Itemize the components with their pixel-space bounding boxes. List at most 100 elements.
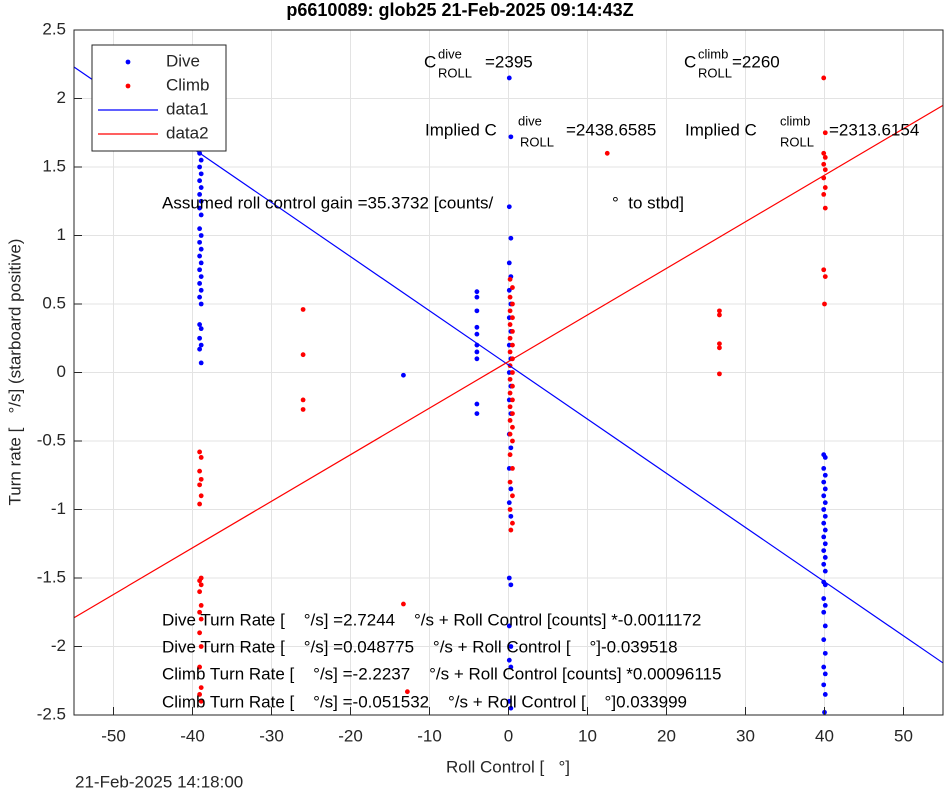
point <box>510 466 515 471</box>
point <box>822 301 827 307</box>
point <box>510 383 515 389</box>
point <box>401 372 406 378</box>
point <box>197 449 203 455</box>
point <box>506 657 512 663</box>
x-tick-label: -40 <box>180 726 205 745</box>
legend-marker <box>125 59 131 65</box>
point <box>510 438 515 444</box>
x-tick-label: 50 <box>894 726 913 745</box>
point <box>507 431 513 437</box>
chart-title: p6610089: glob25 21-Feb-2025 09:14:43Z <box>286 0 633 20</box>
x-tick-label: -20 <box>338 726 363 745</box>
point <box>507 276 513 282</box>
point <box>197 226 203 232</box>
point <box>822 513 828 519</box>
annotation-sub: ROLL <box>780 134 814 149</box>
point <box>822 650 828 656</box>
point <box>474 411 480 416</box>
y-tick-label: 1.5 <box>42 156 66 175</box>
x-tick-label: 10 <box>578 726 597 745</box>
point <box>822 623 828 629</box>
y-tick-label: -0.5 <box>37 430 66 449</box>
point <box>822 568 828 574</box>
point <box>506 698 512 704</box>
point <box>717 312 722 318</box>
point <box>822 692 828 697</box>
point <box>822 167 828 173</box>
point <box>474 331 480 337</box>
point <box>507 349 513 355</box>
point <box>197 164 203 170</box>
point <box>506 623 512 629</box>
point <box>198 326 204 332</box>
point <box>198 493 204 499</box>
point <box>822 603 828 608</box>
point <box>507 376 513 382</box>
point <box>821 479 827 485</box>
point <box>507 418 513 423</box>
point <box>507 507 513 512</box>
point <box>474 401 480 407</box>
point <box>507 335 513 341</box>
point <box>506 575 512 581</box>
point <box>506 500 512 506</box>
point <box>822 155 828 160</box>
y-tick-label: 0 <box>57 362 66 381</box>
x-tick-label: 40 <box>815 726 834 745</box>
point <box>197 253 203 259</box>
point <box>821 609 827 615</box>
point <box>822 130 828 136</box>
point <box>508 134 514 140</box>
point <box>510 285 515 290</box>
point <box>197 322 203 327</box>
point <box>821 466 827 471</box>
point <box>197 281 203 286</box>
point <box>474 324 480 330</box>
point <box>821 596 827 601</box>
point <box>198 342 204 348</box>
annotation-sub: ROLL <box>520 134 554 149</box>
point <box>198 260 204 266</box>
point <box>717 371 722 377</box>
point <box>197 468 203 474</box>
annotation-after: =2395 <box>485 52 533 71</box>
point <box>197 205 203 211</box>
point <box>508 235 514 241</box>
point <box>198 157 204 163</box>
point <box>506 75 512 81</box>
point <box>822 274 828 279</box>
annotation-after: =2260 <box>732 52 780 71</box>
point <box>510 370 515 375</box>
point <box>510 424 515 430</box>
y-tick-label: 2 <box>57 88 66 107</box>
point <box>507 308 513 314</box>
point <box>507 294 513 300</box>
x-tick-label: -10 <box>417 726 442 745</box>
y-tick-label: 2.5 <box>42 19 66 38</box>
point <box>821 75 827 81</box>
point <box>717 345 722 351</box>
annotation-text: Implied C <box>685 120 757 139</box>
point <box>510 315 515 321</box>
legend-box <box>91 44 227 152</box>
annotation-sup: dive <box>518 113 542 128</box>
point <box>198 476 204 482</box>
point <box>197 294 203 300</box>
point <box>822 555 828 560</box>
point <box>821 682 827 688</box>
point <box>604 150 610 156</box>
point <box>821 548 827 553</box>
point <box>198 616 204 622</box>
point <box>510 301 515 307</box>
legend-label: data2 <box>166 123 209 142</box>
point <box>300 407 306 412</box>
point <box>198 301 204 307</box>
point <box>197 192 203 197</box>
point <box>401 601 406 607</box>
point <box>197 609 203 615</box>
y-tick-label: 1 <box>57 225 66 244</box>
point <box>474 289 480 295</box>
legend-label: Climb <box>166 75 209 94</box>
point <box>198 644 204 649</box>
